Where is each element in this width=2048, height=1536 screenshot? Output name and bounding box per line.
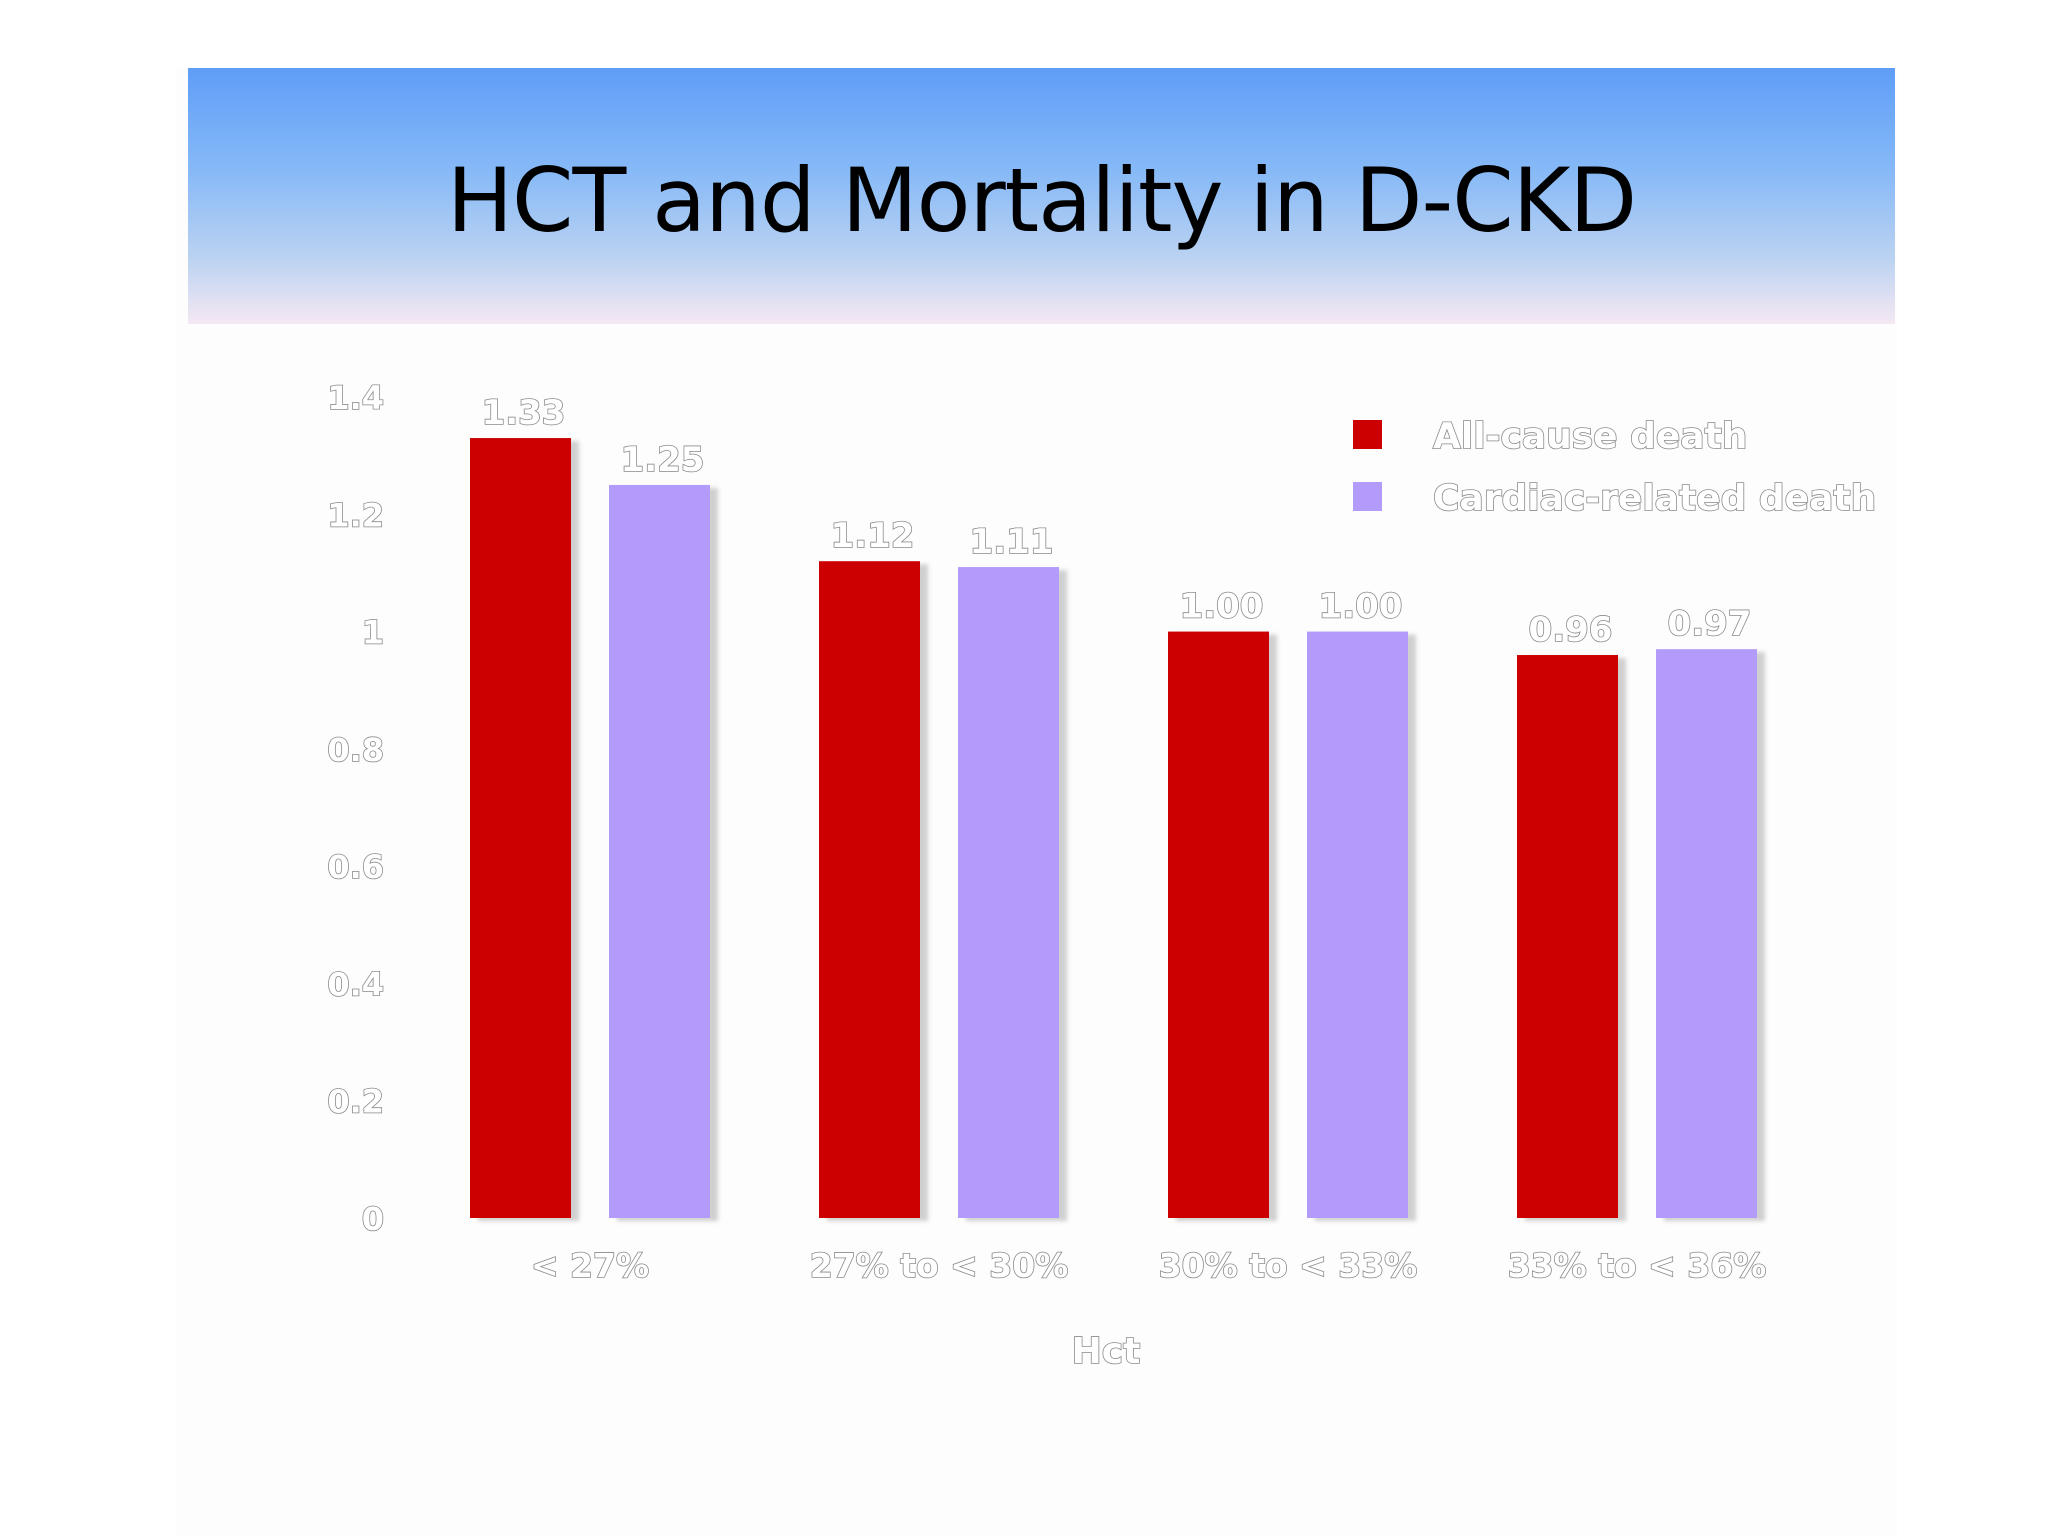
x-tick-label: < 27%: [531, 1246, 649, 1285]
x-tick-label: 27% to < 30%: [810, 1246, 1069, 1285]
y-tick-label: 1: [362, 614, 384, 652]
legend-label-all-cause: All-cause death: [1433, 416, 1747, 457]
bar-all-cause-death: [819, 561, 920, 1218]
bar-value-label: 0.96: [1529, 610, 1613, 650]
bar-value-label: 1.11: [970, 522, 1054, 562]
bar-value-label: 0.97: [1668, 604, 1752, 644]
y-tick-label: 0: [362, 1200, 384, 1238]
y-axis-tick-labels: 0 0.2 0.4 0.6 0.8 1 1.2 1.4: [327, 378, 385, 1239]
bar-cardiac-related-death: [609, 484, 710, 1218]
data-labels: 1.33 1.12 1.00 0.96 1.25 1.11 1.00 0.97: [481, 392, 1752, 651]
legend-swatch-cardiac: [1353, 482, 1382, 511]
bar-cardiac-related-death: [958, 567, 1059, 1218]
bar-all-cause-death: [1168, 631, 1269, 1218]
bar-all-cause-death: [1517, 655, 1618, 1218]
bar-all-cause-death: [470, 438, 571, 1218]
y-tick-label: 0.6: [327, 848, 384, 886]
x-tick-label: 33% to < 36%: [1508, 1246, 1767, 1285]
y-tick-label: 0.2: [327, 1083, 384, 1121]
y-tick-label: 1.4: [327, 379, 384, 417]
bar-value-label: 1.12: [831, 516, 915, 556]
x-tick-label: 30% to < 33%: [1159, 1246, 1418, 1285]
slide-title: HCT and Mortality in D-CKD: [446, 148, 1637, 252]
bar-value-label: 1.33: [482, 393, 566, 433]
bar-value-label: 1.25: [621, 440, 705, 480]
y-tick-label: 0.4: [327, 965, 384, 1003]
y-tick-label: 0.8: [327, 731, 384, 769]
y-tick-label: 1.2: [327, 496, 384, 534]
bar-value-label: 1.00: [1180, 587, 1264, 627]
bar-series: [470, 438, 1757, 1218]
chart-legend: All-cause death Cardiac-related death: [1353, 415, 1877, 520]
title-banner: HCT and Mortality in D-CKD: [188, 68, 1895, 324]
x-axis-title: Hct: [1072, 1331, 1141, 1372]
bar-value-label: 1.00: [1319, 587, 1403, 627]
legend-swatch-all-cause: [1353, 420, 1382, 449]
bar-cardiac-related-death: [1656, 649, 1757, 1218]
x-axis-tick-labels: < 27% 27% to < 30% 30% to < 33% 33% to < 36…: [530, 1245, 1767, 1286]
legend-label-cardiac: Cardiac-related death: [1433, 478, 1876, 519]
bar-cardiac-related-death: [1307, 631, 1408, 1218]
